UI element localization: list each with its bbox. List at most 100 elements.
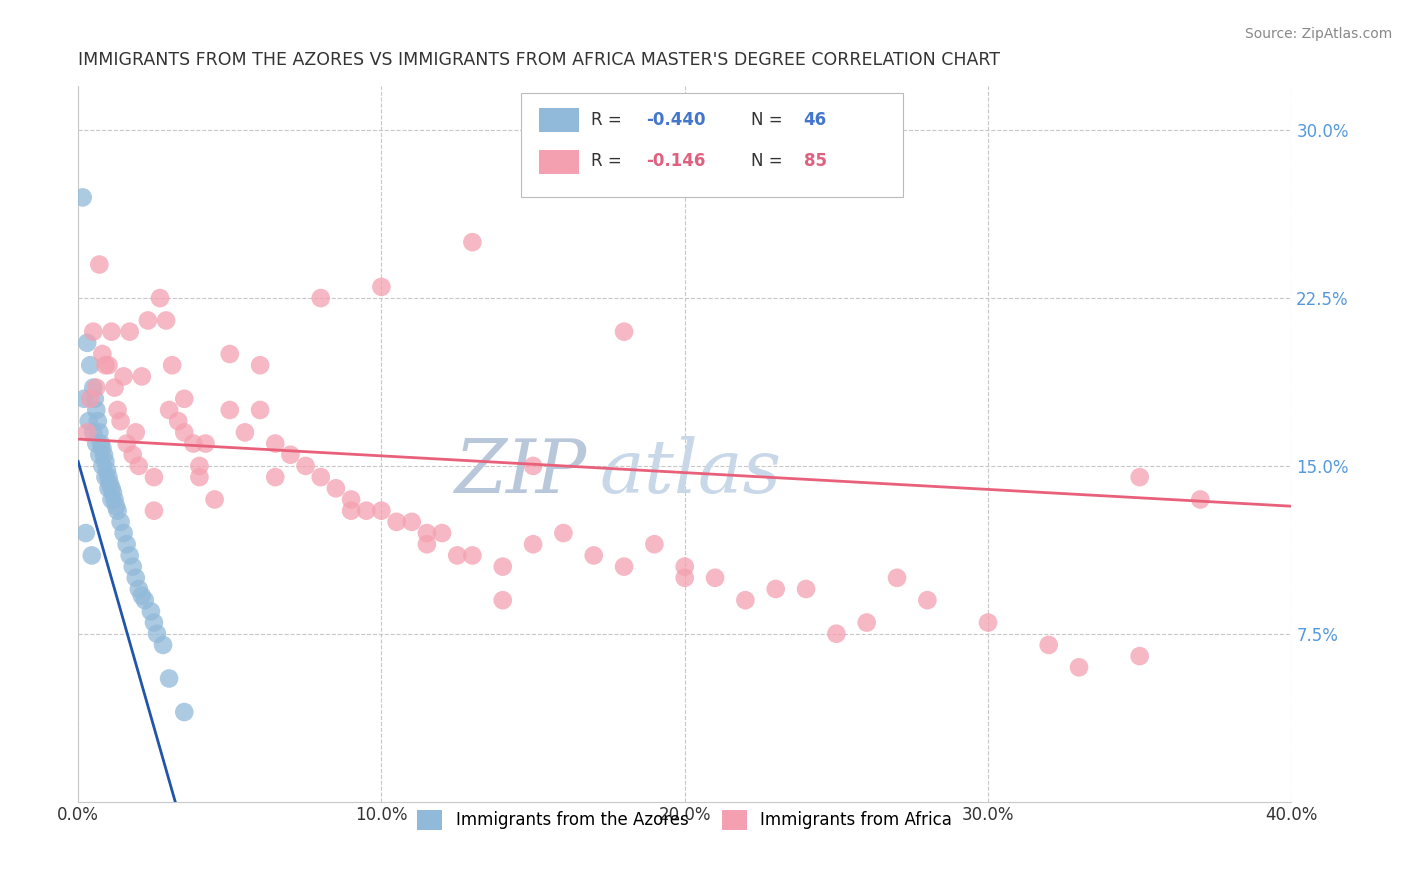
Point: [977, 615, 1000, 630]
Point: [97, 358, 120, 372]
Point: [370, 504, 392, 518]
Point: [131, 589, 153, 603]
Point: [280, 448, 302, 462]
Point: [643, 537, 665, 551]
Point: [188, 458, 211, 473]
Point: [160, 358, 183, 372]
Point: [446, 549, 468, 563]
Point: [91, 347, 114, 361]
Point: [249, 358, 271, 372]
Text: ZIP: ZIP: [456, 436, 588, 508]
Point: [103, 381, 125, 395]
Point: [1038, 638, 1060, 652]
Point: [115, 537, 138, 551]
Point: [101, 485, 124, 500]
Point: [582, 549, 605, 563]
Bar: [538, 109, 579, 132]
Point: [264, 470, 287, 484]
Point: [118, 325, 141, 339]
Point: [125, 571, 148, 585]
Point: [82, 381, 104, 395]
Point: [416, 537, 439, 551]
Point: [309, 470, 332, 484]
Point: [1129, 470, 1152, 484]
Point: [294, 458, 316, 473]
Point: [765, 582, 787, 596]
Point: [100, 481, 122, 495]
Point: [128, 582, 150, 596]
Point: [82, 425, 104, 440]
Point: [492, 593, 515, 607]
Point: [704, 571, 727, 585]
Point: [93, 448, 115, 462]
Point: [86, 403, 108, 417]
Point: [825, 626, 848, 640]
Point: [173, 705, 195, 719]
Point: [89, 425, 111, 440]
Text: -0.146: -0.146: [645, 153, 706, 170]
Point: [309, 291, 332, 305]
Point: [89, 258, 111, 272]
Point: [734, 593, 756, 607]
Text: 46: 46: [804, 111, 827, 128]
Point: [87, 414, 110, 428]
Point: [152, 638, 174, 652]
Point: [157, 403, 180, 417]
Point: [112, 369, 135, 384]
Point: [613, 559, 636, 574]
Point: [886, 571, 908, 585]
Point: [794, 582, 817, 596]
Point: [553, 526, 575, 541]
Point: [613, 325, 636, 339]
Point: [79, 392, 101, 406]
Point: [97, 481, 120, 495]
Point: [461, 235, 484, 249]
Point: [855, 615, 877, 630]
Point: [522, 458, 544, 473]
Point: [82, 325, 104, 339]
Point: [110, 414, 132, 428]
Point: [94, 454, 117, 468]
Text: atlas: atlas: [600, 436, 782, 508]
Point: [188, 470, 211, 484]
Point: [142, 615, 165, 630]
Point: [522, 537, 544, 551]
Point: [103, 492, 125, 507]
Point: [340, 504, 363, 518]
Point: [91, 458, 114, 473]
Point: [142, 470, 165, 484]
Point: [75, 526, 97, 541]
Point: [917, 593, 939, 607]
FancyBboxPatch shape: [522, 93, 903, 196]
Point: [90, 436, 112, 450]
Point: [673, 571, 696, 585]
Point: [94, 470, 117, 484]
Point: [218, 347, 240, 361]
Point: [430, 526, 453, 541]
Point: [112, 526, 135, 541]
Point: [97, 470, 120, 484]
Point: [401, 515, 423, 529]
Text: R =: R =: [592, 153, 627, 170]
Point: [149, 291, 172, 305]
Point: [370, 280, 392, 294]
Text: N =: N =: [751, 153, 789, 170]
Point: [105, 499, 128, 513]
Point: [100, 325, 122, 339]
Point: [218, 403, 240, 417]
Text: Source: ZipAtlas.com: Source: ZipAtlas.com: [1244, 27, 1392, 41]
Point: [416, 526, 439, 541]
Point: [340, 492, 363, 507]
Point: [73, 392, 96, 406]
Point: [115, 436, 138, 450]
Point: [673, 559, 696, 574]
Point: [173, 425, 195, 440]
Text: -0.440: -0.440: [645, 111, 706, 128]
Point: [233, 425, 256, 440]
Point: [264, 436, 287, 450]
Point: [249, 403, 271, 417]
Text: 85: 85: [804, 153, 827, 170]
Point: [80, 549, 103, 563]
Point: [125, 425, 148, 440]
Point: [107, 504, 129, 518]
